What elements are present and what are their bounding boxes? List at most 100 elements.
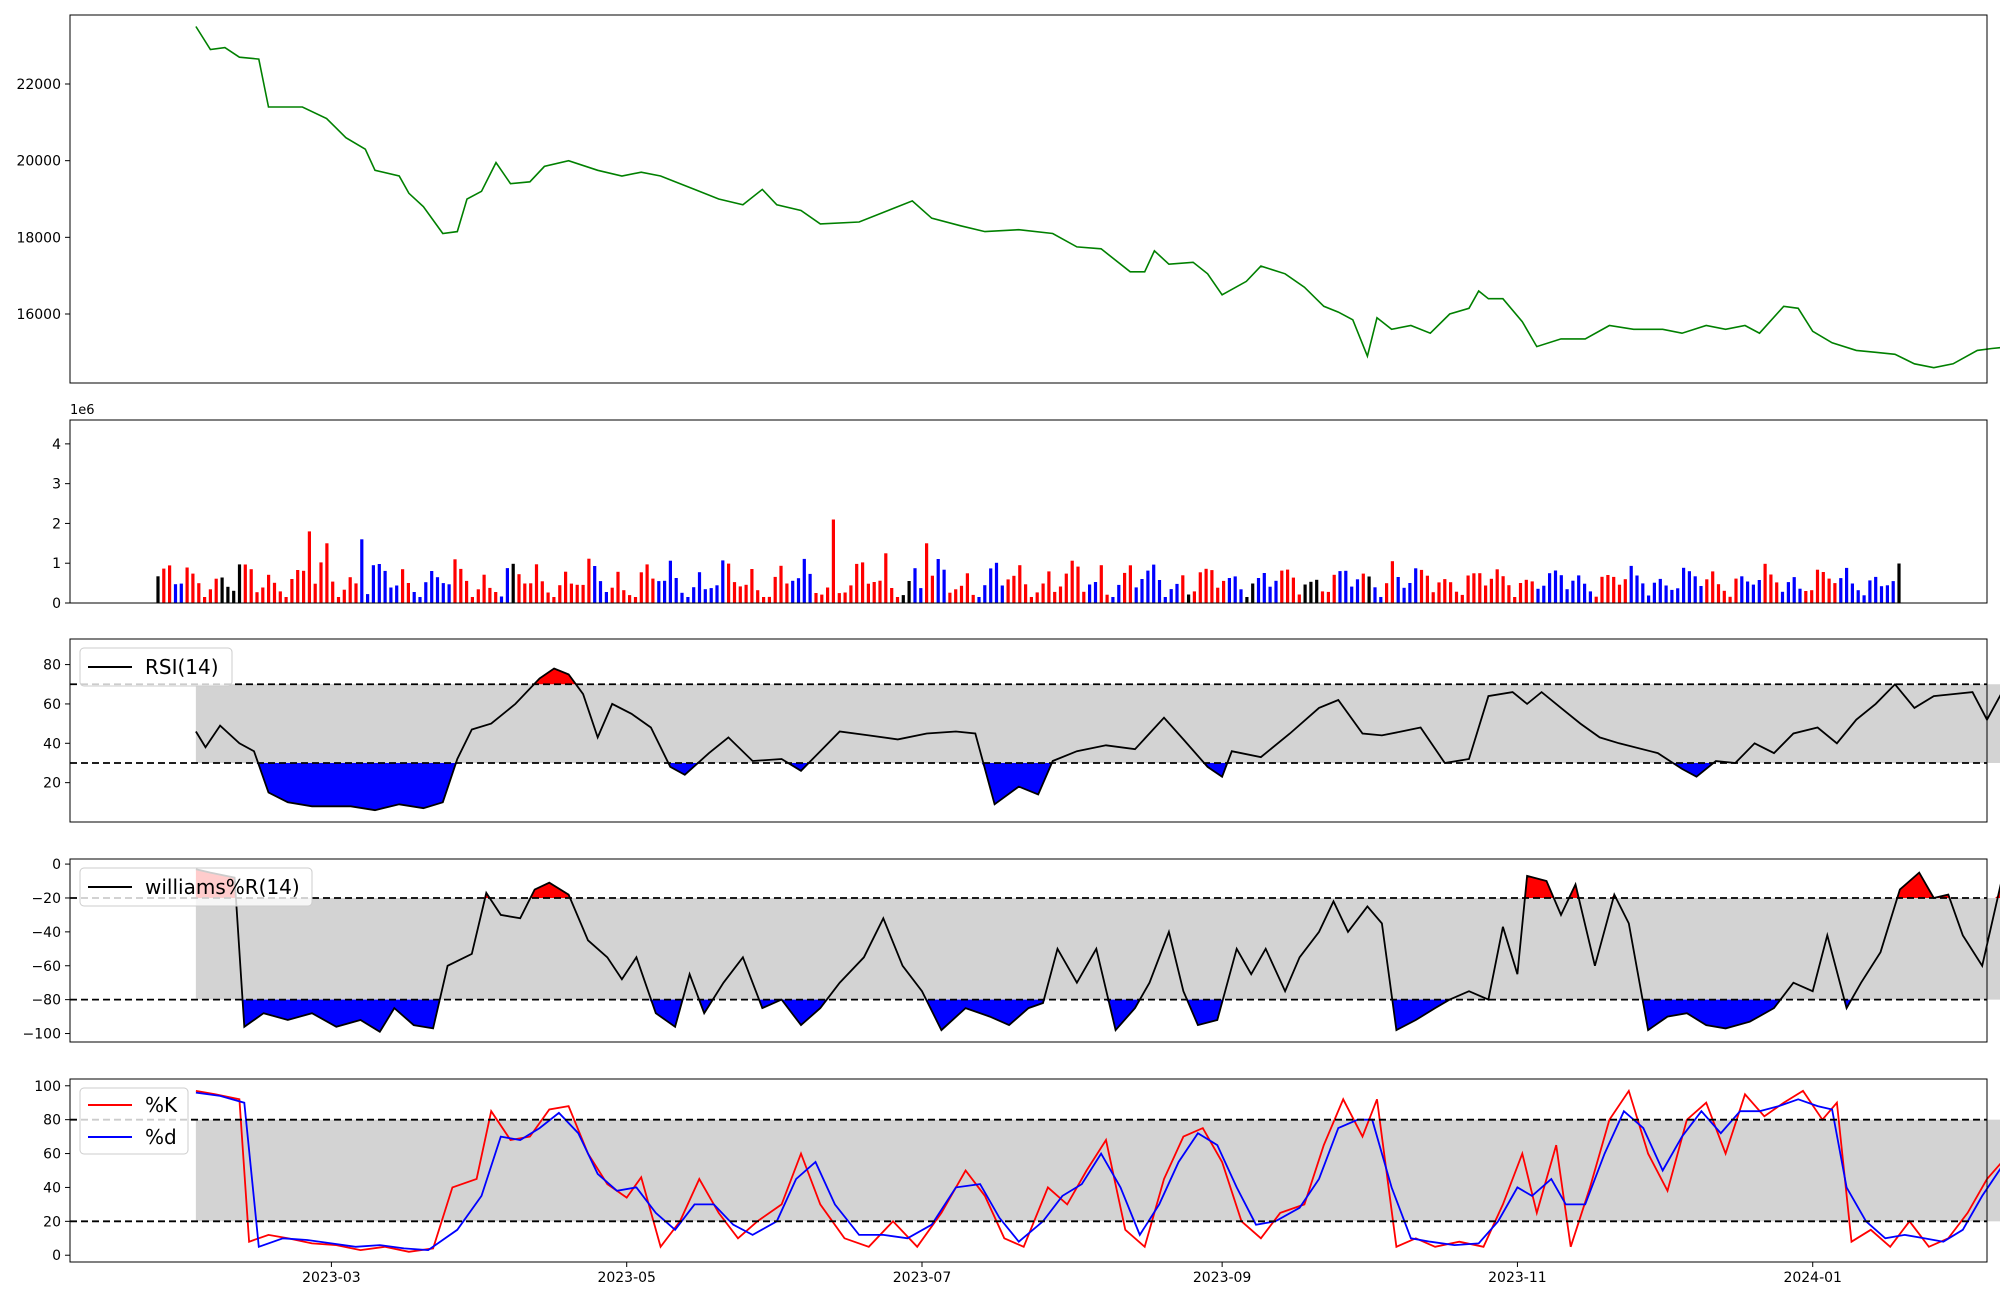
volume-bar (465, 580, 469, 603)
williams-y-tick-label: 0 (52, 857, 61, 873)
volume-bar (796, 578, 801, 603)
volume-bar (1769, 574, 1773, 603)
volume-bar (890, 588, 894, 603)
volume-bar (243, 564, 247, 603)
volume-bar (645, 564, 649, 603)
volume-bar (674, 578, 678, 603)
volume-bar (1821, 572, 1825, 603)
volume-bar (360, 539, 364, 603)
volume-bar (738, 586, 742, 603)
x-tick-label: 2024-01 (1783, 1270, 1842, 1286)
volume-bar (435, 577, 440, 603)
volume-bar (1868, 580, 1872, 603)
volume-bar (208, 589, 212, 603)
volume-bar (954, 589, 958, 603)
volume-bar (354, 583, 358, 603)
volume-bar (1163, 597, 1167, 603)
volume-bar (884, 553, 888, 603)
volume-bar (1856, 590, 1860, 603)
volume-bar (1227, 578, 1231, 603)
volume-bar (249, 569, 253, 603)
volume-bar (1344, 570, 1348, 603)
volume-bar (604, 592, 608, 603)
volume-bar (861, 562, 865, 603)
volume-bar (389, 587, 393, 603)
volume-bar (1018, 565, 1022, 603)
stochastic-y-tick-label: 0 (52, 1248, 61, 1264)
x-tick-2023-11: 2023-11 (1488, 1270, 1547, 1286)
volume-bar (1577, 575, 1581, 603)
volume-y-tick-label: 1 (52, 556, 61, 572)
volume-bar (1047, 571, 1051, 603)
volume-bar (1798, 588, 1802, 603)
rsi-panel: 20 40 60 80 (43, 638, 2000, 823)
x-tick-2023-05: 2023-05 (597, 1270, 656, 1286)
stochastic-y-tick-label: 40 (43, 1180, 61, 1196)
volume-bar (232, 590, 236, 603)
volume-bar (721, 560, 725, 603)
volume-bar (284, 597, 288, 603)
volume-bar (1728, 596, 1732, 603)
volume-bar (1035, 592, 1039, 603)
volume-bar (1373, 587, 1377, 603)
volume-bar (697, 572, 702, 603)
volume-bar (1157, 580, 1162, 603)
volume-bar (1274, 580, 1278, 603)
volume-bar (1076, 566, 1080, 603)
williams-legend-box (79, 867, 313, 907)
stochastic-neutral-band (195, 1119, 2000, 1222)
volume-bar (1326, 591, 1330, 603)
volume-bar (342, 589, 346, 603)
volume-bar (1291, 577, 1295, 603)
volume-bar (1431, 592, 1435, 603)
volume-bar (913, 568, 917, 603)
volume-bar (1390, 561, 1394, 603)
volume-bar (1024, 584, 1028, 603)
volume-bar (173, 584, 178, 603)
volume-bar (1746, 581, 1750, 603)
volume-bar (1443, 579, 1447, 603)
volume-bar (1408, 583, 1412, 603)
volume-bar (1850, 583, 1854, 603)
volume-bar (1175, 583, 1179, 603)
volume-bar (237, 564, 242, 603)
volume-bar (651, 578, 655, 603)
volume-bar (1379, 597, 1383, 603)
volume-bar (598, 581, 603, 603)
volume-bar (1810, 590, 1814, 603)
rsi-oversold-fill (195, 762, 2000, 811)
volume-y-tick-label: 0 (52, 596, 61, 612)
stochastic-legend: %K %d (79, 1087, 189, 1155)
volume-bar (1256, 578, 1261, 603)
volume-bar (1827, 578, 1831, 603)
volume-y-tick-label: 3 (52, 477, 61, 493)
volume-bar (1623, 579, 1627, 603)
volume-bar (1786, 582, 1790, 603)
volume-bar (1350, 586, 1354, 603)
volume-bar (179, 583, 183, 603)
volume-bar (622, 590, 626, 603)
volume-bar (1780, 591, 1785, 603)
volume-bar (1687, 571, 1691, 603)
volume-bar (1583, 583, 1587, 603)
volume-bar (1134, 587, 1138, 603)
volume-bar (1245, 597, 1249, 603)
volume-bar (1239, 589, 1243, 603)
volume-bar (453, 559, 457, 603)
volume-bar (1484, 585, 1488, 603)
stochastic-legend-d-label: %d (145, 1125, 177, 1149)
volume-bar (214, 578, 218, 603)
volume-bar (727, 563, 731, 603)
volume-bar (1041, 583, 1045, 603)
stochastic-panel: 0 20 40 60 80 100 (34, 1078, 2000, 1264)
volume-bar (558, 585, 562, 603)
volume-bar (366, 594, 370, 603)
volume-bar (762, 597, 766, 603)
volume-bar (1385, 583, 1389, 603)
volume-bar (296, 570, 300, 603)
price-y-tick-label: 22000 (16, 77, 61, 93)
volume-bar (1682, 567, 1686, 603)
volume-bar (220, 577, 224, 603)
williams-y-tick-label: −80 (31, 993, 61, 1009)
